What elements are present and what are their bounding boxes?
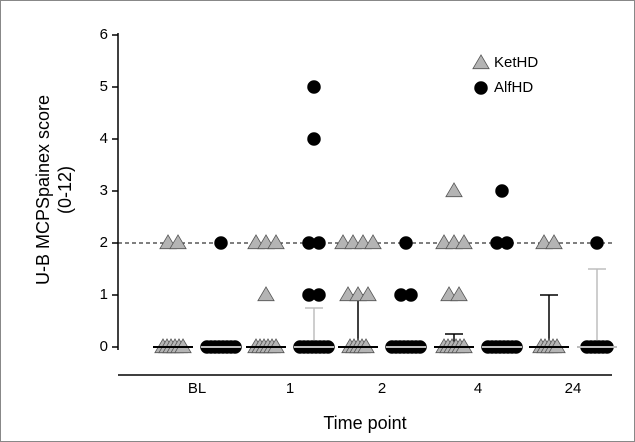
data-point <box>545 234 563 250</box>
data-point <box>495 184 509 198</box>
data-point <box>394 288 408 302</box>
data-point <box>307 132 321 146</box>
y-tick-label: 3 <box>100 182 108 199</box>
y-tick-label: 1 <box>100 286 108 303</box>
legend-label: AlfHD <box>494 79 533 96</box>
data-point <box>404 288 418 302</box>
y-tick-label: 2 <box>100 234 108 251</box>
data-point <box>399 236 413 250</box>
x-axis-title: Time point <box>323 413 406 433</box>
data-point <box>214 236 228 250</box>
data-point <box>590 236 604 250</box>
data-point <box>455 338 473 354</box>
data-point <box>455 234 473 250</box>
y-tick-label: 5 <box>100 78 108 95</box>
data-point <box>267 234 285 250</box>
data-point <box>450 286 468 302</box>
x-tick-label: 1 <box>286 380 294 397</box>
data-point <box>169 234 187 250</box>
data-point <box>500 236 514 250</box>
data-point <box>472 54 490 70</box>
x-tick-label: 4 <box>474 380 482 397</box>
y-axis-title: U-B MCPSpainex score <box>33 95 53 285</box>
x-tick-label: BL <box>188 380 206 397</box>
data-point <box>257 286 275 302</box>
x-tick-label: 24 <box>565 380 582 397</box>
y-tick-label: 0 <box>100 338 108 355</box>
data-point <box>174 338 192 354</box>
data-point <box>302 236 316 250</box>
data-point <box>312 288 326 302</box>
y-axis-title: (0-12) <box>55 166 75 214</box>
data-point <box>267 338 285 354</box>
data-point <box>312 236 326 250</box>
y-tick-label: 6 <box>100 26 108 43</box>
legend-label: KetHD <box>494 54 538 71</box>
data-point <box>307 80 321 94</box>
data-point <box>490 236 504 250</box>
data-point <box>357 338 375 354</box>
x-tick-label: 2 <box>378 380 386 397</box>
data-point <box>302 288 316 302</box>
data-point <box>359 286 377 302</box>
data-point <box>364 234 382 250</box>
y-tick-label: 4 <box>100 130 108 147</box>
data-point <box>474 81 488 95</box>
data-point <box>445 182 463 198</box>
data-point <box>548 338 566 354</box>
